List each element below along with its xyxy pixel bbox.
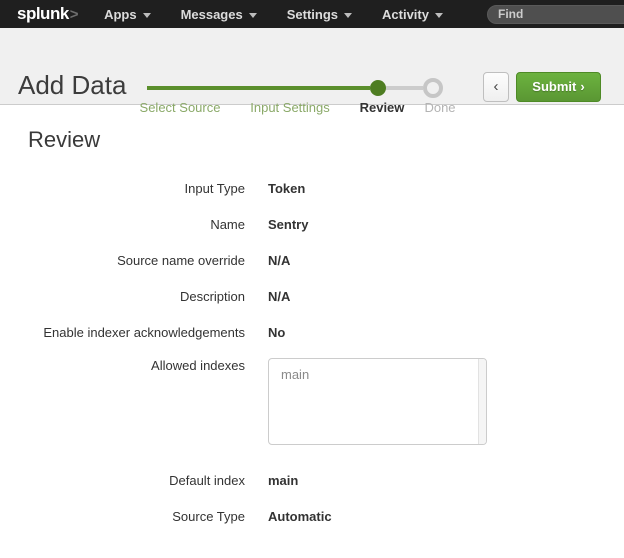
field-value: Automatic	[268, 509, 332, 524]
listbox-item-main: main	[281, 367, 310, 382]
field-row-indexer-acknowledgements: Enable indexer acknowledgements No	[0, 325, 624, 343]
step-label-input-settings: Input Settings	[250, 100, 330, 115]
field-row-allowed-indexes: Allowed indexes	[0, 358, 624, 376]
field-value: No	[268, 325, 286, 340]
scrollbar[interactable]	[478, 359, 486, 444]
nav-item-activity[interactable]: Activity	[382, 7, 443, 22]
field-label: Allowed indexes	[151, 358, 245, 373]
step-label-done: Done	[424, 100, 456, 115]
field-value: Token	[268, 181, 306, 196]
field-row-source-name-override: Source name override N/A	[0, 253, 624, 271]
wizard-header: Add Data Select Source Input Settings Re…	[0, 28, 624, 115]
nav-item-label: Apps	[104, 6, 137, 22]
page-title: Add Data	[18, 70, 127, 100]
allowed-indexes-listbox[interactable]: main	[268, 358, 487, 445]
splunk-logo-chevron-icon: >	[69, 5, 79, 23]
nav-item-settings[interactable]: Settings	[286, 6, 353, 22]
chevron-down-icon	[142, 12, 151, 18]
splunk-logo-text: splunk	[17, 4, 69, 23]
field-label: Name	[210, 217, 245, 232]
nav-item-apps[interactable]: Apps	[104, 7, 151, 22]
chevron-down-icon	[344, 12, 353, 18]
field-row-name: Name Sentry	[0, 217, 624, 235]
field-value: N/A	[268, 253, 291, 268]
field-value: Sentry	[268, 217, 309, 232]
submit-button[interactable]: Submit ›	[516, 72, 601, 102]
nav-menu: Apps Messages Settings Activity	[104, 7, 473, 22]
section-title: Review	[28, 127, 101, 152]
progress-line-complete	[147, 86, 370, 90]
field-row-source-type: Source Type Automatic	[0, 509, 624, 527]
field-label: Default index	[169, 473, 245, 488]
step-label-select-source: Select Source	[139, 100, 221, 115]
field-row-input-type: Input Type Token	[0, 181, 624, 199]
nav-item-label: Messages	[180, 6, 243, 22]
nav-item-messages[interactable]: Messages	[181, 7, 257, 22]
chevron-right-icon: ›	[580, 79, 585, 94]
step-marker-current	[370, 80, 386, 96]
field-value: N/A	[268, 289, 291, 304]
field-label: Source name override	[117, 253, 245, 268]
back-button[interactable]: ‹	[483, 72, 509, 102]
field-row-description: Description N/A	[0, 289, 624, 307]
field-label: Enable indexer acknowledgements	[43, 325, 245, 340]
top-navbar: splunk > Apps Messages Settings Activity	[0, 0, 624, 28]
chevron-left-icon: ‹	[493, 78, 499, 95]
field-label: Input Type	[184, 181, 245, 196]
chevron-down-icon	[434, 12, 443, 18]
nav-item-label: Settings	[286, 6, 339, 22]
progress-line-upcoming	[386, 86, 423, 90]
field-label: Source Type	[172, 509, 245, 524]
splunk-logo[interactable]: splunk >	[17, 4, 79, 24]
field-label: Description	[179, 289, 245, 304]
chevron-down-icon	[248, 12, 257, 18]
step-marker-done	[423, 78, 443, 98]
field-row-default-index: Default index main	[0, 473, 624, 491]
nav-item-label: Activity	[382, 6, 429, 22]
search-input[interactable]	[486, 4, 624, 24]
field-value: main	[268, 473, 299, 488]
step-label-review: Review	[359, 100, 405, 115]
submit-button-label: Submit	[532, 79, 577, 94]
